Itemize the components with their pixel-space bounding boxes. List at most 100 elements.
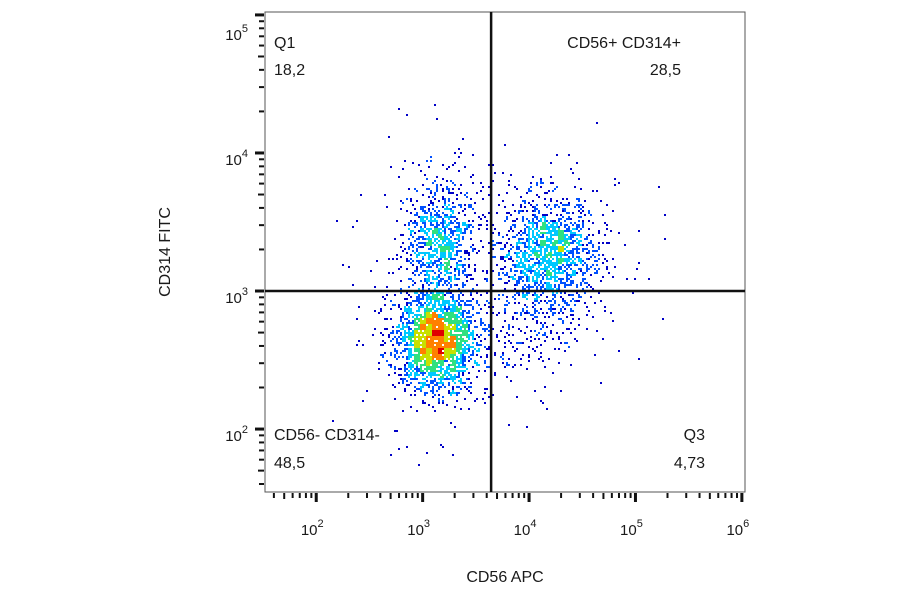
data-point <box>440 264 442 266</box>
data-point <box>426 242 428 244</box>
data-point <box>534 248 536 250</box>
data-point <box>466 228 468 230</box>
data-point <box>636 268 638 270</box>
data-point <box>442 178 444 180</box>
data-point <box>514 226 516 228</box>
data-point <box>448 308 450 310</box>
data-point <box>388 272 390 274</box>
data-point <box>442 396 444 398</box>
data-point <box>448 354 450 356</box>
data-point <box>432 386 434 388</box>
data-point <box>450 304 452 306</box>
data-point <box>528 238 530 240</box>
data-point <box>436 364 438 366</box>
data-point <box>532 306 534 308</box>
data-point <box>548 226 550 228</box>
data-point <box>448 304 450 306</box>
data-point <box>526 294 528 296</box>
data-point <box>546 246 548 248</box>
data-point <box>562 234 564 236</box>
data-point <box>484 278 486 280</box>
data-point <box>444 280 446 282</box>
data-point <box>572 252 574 254</box>
data-point <box>454 406 456 408</box>
data-point <box>534 238 536 240</box>
data-point <box>444 372 446 374</box>
data-point <box>638 230 640 232</box>
data-point <box>380 354 382 356</box>
data-point <box>462 382 464 384</box>
data-point <box>466 336 468 338</box>
data-point <box>422 210 424 212</box>
data-point <box>548 262 550 264</box>
data-point <box>396 430 398 432</box>
data-point <box>446 208 448 210</box>
data-point <box>412 322 414 324</box>
data-point <box>454 242 456 244</box>
data-point <box>564 308 566 310</box>
data-point <box>410 302 412 304</box>
data-point <box>526 338 528 340</box>
data-point <box>464 284 466 286</box>
data-point <box>480 190 482 192</box>
data-point <box>556 254 558 256</box>
data-point <box>538 274 540 276</box>
data-point <box>508 424 510 426</box>
data-point <box>412 260 414 262</box>
data-point <box>428 348 430 350</box>
data-point <box>548 300 550 302</box>
data-point <box>572 242 574 244</box>
data-point <box>416 266 418 268</box>
data-point <box>560 236 562 238</box>
data-point <box>448 166 450 168</box>
data-point <box>558 240 560 242</box>
data-point <box>536 316 538 318</box>
data-point <box>546 256 548 258</box>
data-point <box>424 244 426 246</box>
data-point <box>450 276 452 278</box>
data-point <box>564 282 566 284</box>
data-point <box>536 322 538 324</box>
data-point <box>454 216 456 218</box>
data-point <box>470 274 472 276</box>
data-point <box>484 392 486 394</box>
data-point <box>562 236 564 238</box>
data-point <box>528 232 530 234</box>
data-point <box>554 254 556 256</box>
data-point <box>458 374 460 376</box>
data-point <box>560 308 562 310</box>
data-point <box>478 304 480 306</box>
data-point <box>548 266 550 268</box>
data-point <box>442 278 444 280</box>
data-point <box>420 260 422 262</box>
data-point <box>546 238 548 240</box>
data-point <box>414 292 416 294</box>
data-point <box>460 228 462 230</box>
data-point <box>534 304 536 306</box>
data-point <box>450 256 452 258</box>
data-point <box>536 320 538 322</box>
data-point <box>522 266 524 268</box>
data-point <box>608 242 610 244</box>
data-point <box>512 316 514 318</box>
data-point <box>518 276 520 278</box>
data-point <box>534 250 536 252</box>
data-point <box>542 262 544 264</box>
data-point <box>454 360 456 362</box>
data-point <box>542 232 544 234</box>
data-point <box>422 262 424 264</box>
data-point <box>416 254 418 256</box>
data-point <box>448 332 450 334</box>
data-point <box>444 246 446 248</box>
data-point <box>626 278 628 280</box>
data-point <box>576 228 578 230</box>
data-point <box>558 246 560 248</box>
data-point <box>466 300 468 302</box>
data-point <box>564 204 566 206</box>
data-point <box>466 348 468 350</box>
data-point <box>504 260 506 262</box>
data-point <box>564 210 566 212</box>
data-point <box>444 340 446 342</box>
data-point <box>504 336 506 338</box>
data-point <box>430 246 432 248</box>
